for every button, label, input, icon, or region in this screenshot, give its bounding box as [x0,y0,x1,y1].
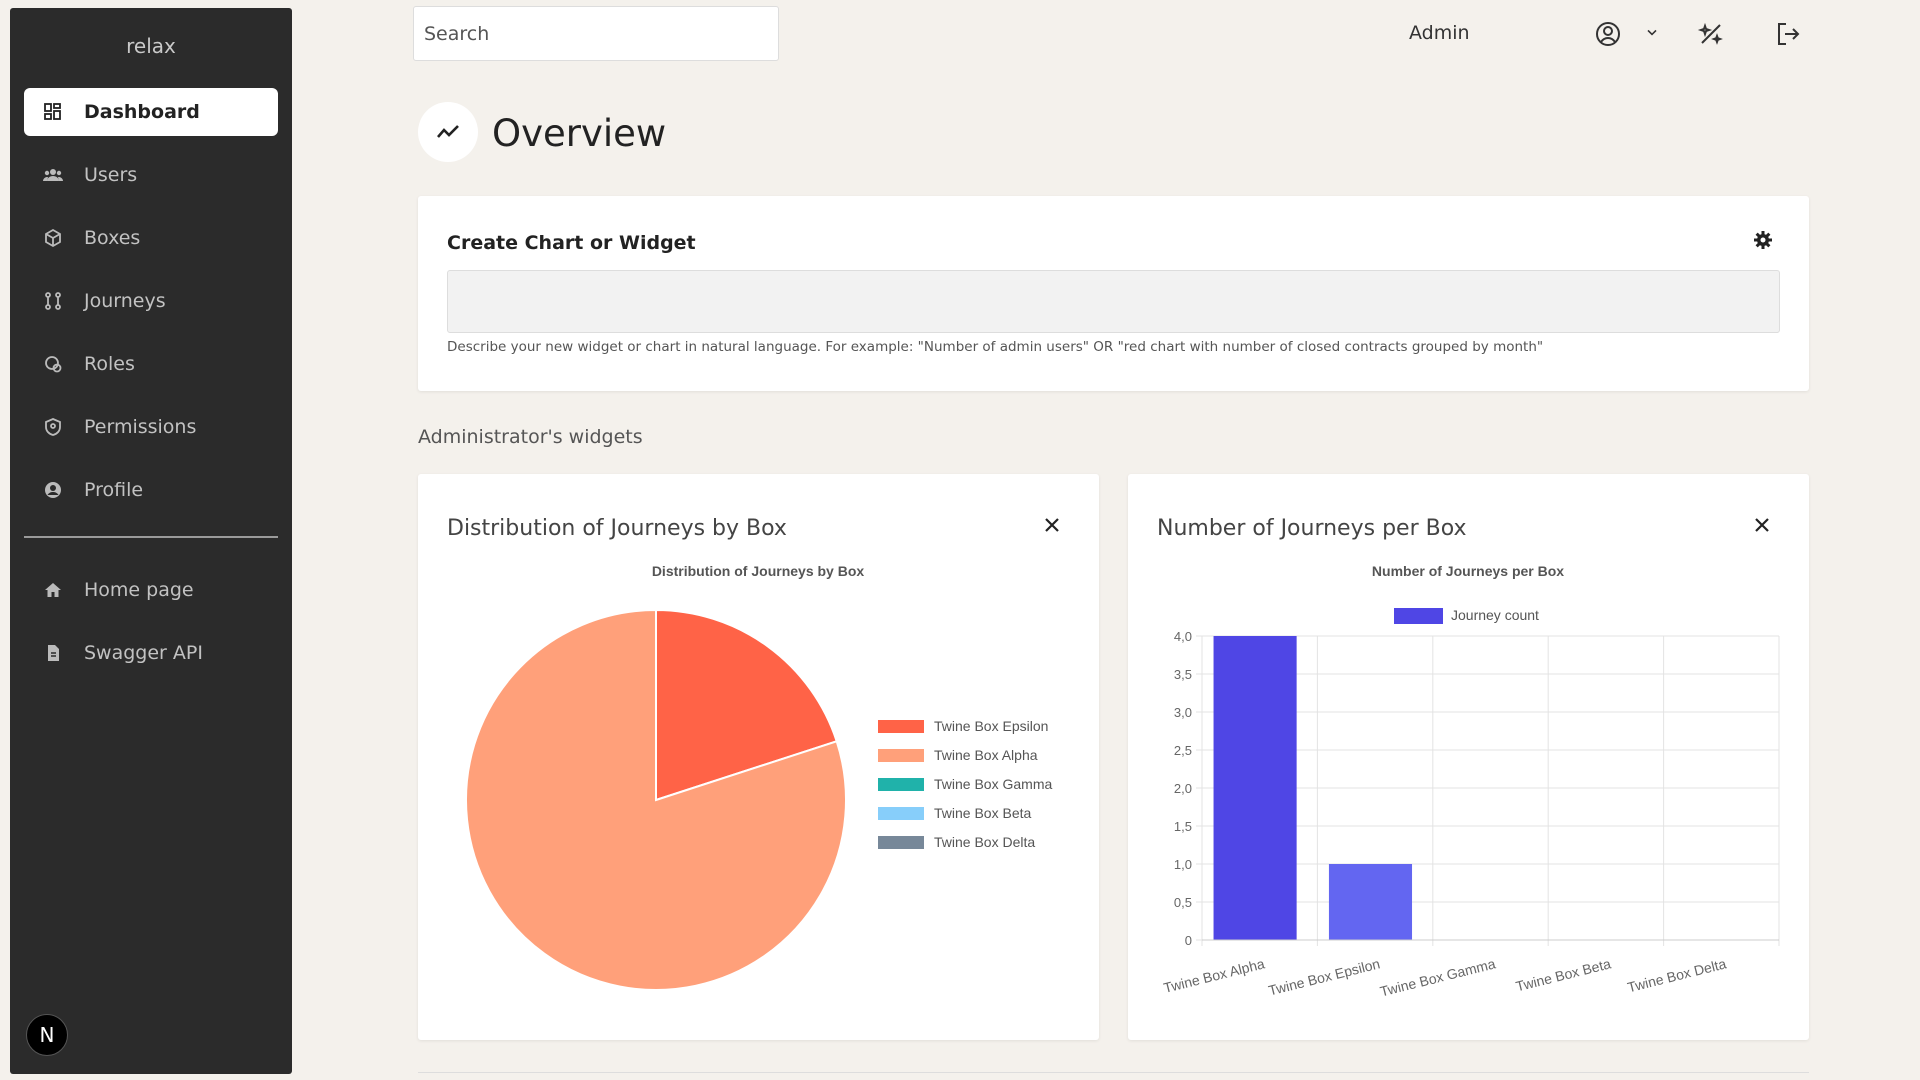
x-tick-label: Twine Box Epsilon [1267,955,1382,998]
roles-icon [42,353,64,375]
home-icon [42,579,64,601]
y-tick-label: 4,0 [1174,629,1192,644]
user-circle-icon[interactable] [1594,20,1622,48]
x-tick-label: Twine Box Delta [1626,955,1728,995]
brand-logo: relax [126,34,176,58]
file-icon [42,642,64,664]
y-tick-label: 3,0 [1174,705,1192,720]
widget-title: Number of Journeys per Box [1157,516,1467,541]
logout-icon[interactable] [1774,20,1802,48]
pie-widget: Distribution of Journeys by Box Distribu… [418,474,1099,1040]
pie-chart: Distribution of Journeys by Box Twine Box… [465,563,1052,991]
widgets-section-label: Administrator's widgets [418,426,643,448]
x-tick-label: Twine Box Alpha [1162,955,1267,996]
bar [1213,636,1297,940]
box-icon [42,227,64,249]
x-tick-label: Twine Box Gamma [1378,955,1497,999]
sidebar-item-roles[interactable]: Roles [24,340,278,388]
sidebar-item-label: Profile [84,479,144,501]
magic-wand-icon[interactable] [1697,20,1725,48]
y-tick-label: 0 [1185,933,1192,948]
users-icon [42,164,64,186]
x-tick-label: Twine Box Beta [1514,955,1612,994]
chart-title: Number of Journeys per Box [1372,563,1564,579]
create-widget-card: Create Chart or Widget Describe your new… [418,196,1809,391]
legend-swatch [878,836,924,849]
legend-label: Twine Box Delta [934,834,1035,850]
sidebar-item-label: Permissions [84,416,197,438]
sidebar-item-swagger-api[interactable]: Swagger API [24,629,278,677]
sidebar-item-users[interactable]: Users [24,151,278,199]
gear-icon[interactable] [1753,230,1773,250]
legend-label: Twine Box Epsilon [934,718,1048,734]
sidebar-item-dashboard[interactable]: Dashboard [24,88,278,136]
sidebar-item-label: Boxes [84,227,141,249]
sidebar-item-boxes[interactable]: Boxes [24,214,278,262]
sidebar-item-permissions[interactable]: Permissions [24,403,278,451]
sidebar: relax Dashboard Users Boxes Journeys Rol… [10,8,292,1074]
chart-title: Distribution of Journeys by Box [652,563,865,579]
sidebar-item-home-page[interactable]: Home page [24,566,278,614]
widget-help-text: Describe your new widget or chart in nat… [447,339,1544,355]
legend-swatch [878,749,924,762]
trend-icon [418,102,478,162]
y-tick-label: 2,0 [1174,781,1192,796]
pie-slice [655,608,838,802]
sidebar-divider [24,536,278,538]
y-tick-label: 2,5 [1174,743,1192,758]
sidebar-item-label: Dashboard [84,101,200,123]
chevron-down-icon[interactable] [1644,24,1660,40]
bar-chart: Number of Journeys per Box Journey count 0… [1162,563,1780,1000]
sidebar-item-label: Roles [84,353,135,375]
divider [418,1072,1809,1073]
close-icon[interactable] [1043,516,1061,534]
legend-label: Twine Box Alpha [934,747,1038,763]
sidebar-item-profile[interactable]: Profile [24,466,278,514]
widget-description-input[interactable] [447,270,1780,333]
y-tick-label: 1,5 [1174,819,1192,834]
create-widget-title: Create Chart or Widget [447,232,696,254]
bar-widget: Number of Journeys per Box Number of Jou… [1128,474,1809,1040]
y-tick-label: 1,0 [1174,857,1192,872]
bar [1328,864,1413,940]
sidebar-item-journeys[interactable]: Journeys [24,277,278,325]
legend-label: Journey count [1451,607,1539,623]
shield-icon [42,416,64,438]
search-input[interactable] [413,6,779,61]
legend-swatch [878,778,924,791]
user-name-label: Admin [1409,22,1470,44]
sidebar-item-label: Users [84,164,138,186]
page-title: Overview [492,112,667,155]
pie-slice [465,608,847,991]
legend-swatch [878,720,924,733]
close-icon[interactable] [1753,516,1771,534]
y-tick-label: 0,5 [1174,895,1192,910]
sidebar-item-label: Journeys [84,290,166,312]
legend-label: Twine Box Gamma [934,776,1052,792]
sidebar-item-label: Swagger API [84,642,203,664]
widget-title: Distribution of Journeys by Box [447,516,787,541]
y-tick-label: 3,5 [1174,667,1192,682]
grid-icon [42,101,64,123]
sidebar-item-label: Home page [84,579,194,601]
legend-swatch [878,807,924,820]
n-badge[interactable]: N [26,1014,68,1056]
user-circle-icon [42,479,64,501]
journey-icon [42,290,64,312]
legend-swatch [1394,608,1443,624]
legend-label: Twine Box Beta [934,805,1031,821]
